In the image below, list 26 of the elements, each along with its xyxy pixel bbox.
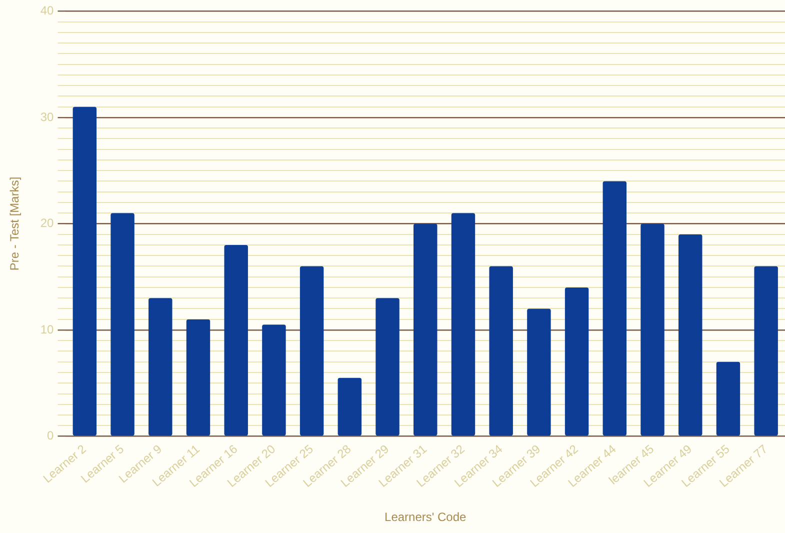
bar bbox=[602, 181, 627, 436]
bar bbox=[414, 224, 438, 436]
y-axis-title: Pre - Test [Marks] bbox=[8, 176, 22, 271]
y-tick-label: 30 bbox=[40, 110, 54, 124]
bar bbox=[564, 287, 589, 436]
bar bbox=[224, 244, 248, 436]
bar bbox=[451, 213, 476, 436]
bar bbox=[338, 378, 362, 436]
y-tick-label: 10 bbox=[40, 322, 54, 336]
y-tick-label: 20 bbox=[40, 216, 54, 230]
bar bbox=[678, 234, 702, 436]
y-tick-label: 0 bbox=[47, 428, 54, 443]
bar bbox=[640, 224, 664, 436]
y-tick-label: 40 bbox=[40, 4, 54, 18]
bar bbox=[489, 266, 513, 436]
bar bbox=[186, 319, 210, 436]
bar bbox=[262, 324, 286, 436]
bar bbox=[72, 106, 97, 436]
bar bbox=[300, 266, 324, 436]
bar bbox=[148, 298, 172, 436]
bar bbox=[716, 362, 740, 436]
x-axis-title: Learners' Code bbox=[384, 510, 467, 524]
bar bbox=[527, 308, 551, 436]
bar bbox=[110, 213, 134, 436]
bar bbox=[754, 266, 778, 436]
bar bbox=[376, 298, 400, 436]
